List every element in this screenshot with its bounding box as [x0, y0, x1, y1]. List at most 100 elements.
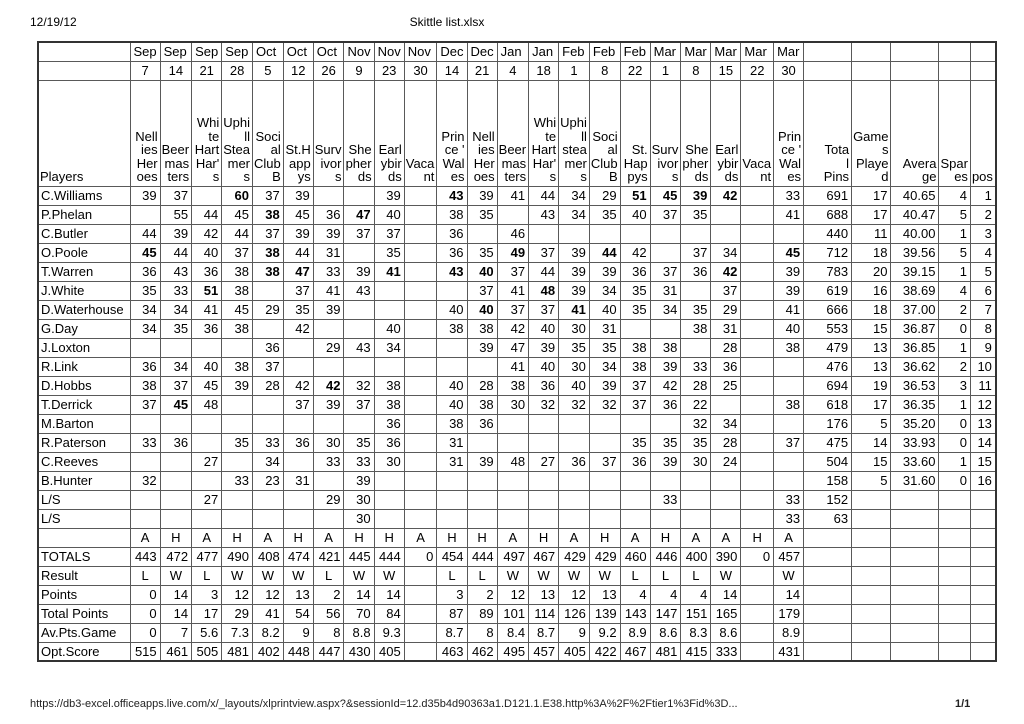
score-cell: 48: [191, 394, 223, 415]
score-cell: 37: [129, 394, 161, 415]
summary-cell: 408: [252, 546, 284, 567]
month-cell: [803, 41, 853, 62]
score-cell: [191, 470, 223, 491]
score-cell: [619, 470, 651, 491]
score-cell: [159, 508, 193, 529]
summary-cell: 8.9: [619, 622, 651, 643]
summary-cell: 9: [282, 622, 314, 643]
score-cell: 44: [159, 242, 193, 263]
score-cell: [436, 489, 468, 510]
score-cell: [343, 318, 375, 339]
score-cell: [282, 337, 314, 358]
score-cell: [680, 337, 712, 358]
score-cell: 33: [312, 261, 345, 282]
summary-cell: W: [282, 565, 314, 586]
day-cell: 8: [588, 60, 621, 81]
score-cell: [773, 356, 805, 377]
score-cell: 3: [938, 375, 971, 396]
score-cell: [191, 432, 223, 453]
score-cell: [403, 394, 438, 415]
score-cell: 35.20: [890, 413, 940, 434]
venue-cell: Avera ge: [890, 79, 940, 187]
score-cell: 38: [436, 318, 468, 339]
summary-cell: 454: [436, 546, 468, 567]
score-cell: [710, 394, 742, 415]
score-cell: 39.15: [890, 261, 940, 282]
summary-cell: [938, 546, 971, 567]
summary-cell: [740, 603, 775, 624]
score-cell: 33: [129, 432, 161, 453]
score-cell: [619, 413, 651, 434]
score-cell: 30: [680, 451, 712, 472]
score-cell: [710, 223, 742, 244]
score-cell: 44: [588, 242, 621, 263]
score-cell: 14: [851, 432, 892, 453]
players-header: Players: [37, 79, 131, 187]
score-cell: 35: [466, 242, 498, 263]
score-cell: 33.60: [890, 451, 940, 472]
summary-cell: W: [252, 565, 284, 586]
score-cell: [773, 470, 805, 491]
score-cell: 37: [496, 299, 530, 320]
score-cell: 32: [129, 470, 161, 491]
score-cell: 42: [312, 375, 345, 396]
day-cell: 18: [528, 60, 560, 81]
score-cell: [129, 204, 161, 225]
score-cell: [588, 489, 621, 510]
summary-cell: [938, 527, 971, 548]
score-cell: 55: [159, 204, 193, 225]
score-cell: 39: [558, 242, 590, 263]
score-cell: 27: [191, 489, 223, 510]
score-cell: 37: [588, 451, 621, 472]
score-cell: 39: [282, 223, 314, 244]
score-cell: 30: [558, 318, 590, 339]
player-row: G.Day 34 35 36 38 42 40 38 38 42 40 30 31 38 31 40 553 15…: [37, 318, 997, 339]
summary-cell: 402: [252, 641, 284, 662]
score-cell: [403, 242, 438, 263]
score-cell: 39: [680, 185, 712, 206]
score-cell: 0: [938, 470, 971, 491]
score-cell: 41: [312, 280, 345, 301]
venue-cell: Soci al Club B: [588, 79, 621, 187]
score-cell: 36: [373, 432, 405, 453]
summary-cell: [851, 603, 892, 624]
summary-cell: W: [710, 565, 742, 586]
summary-cell: W: [528, 565, 560, 586]
player-row: P.Phelan 55 44 45 38 45 36 47 40 38 35 43 34 35 40 37 35…: [37, 204, 997, 225]
month-cell: Jan: [528, 41, 560, 62]
score-cell: 28: [710, 432, 742, 453]
score-cell: 28: [466, 375, 498, 396]
score-cell: [619, 508, 651, 529]
score-cell: [740, 356, 775, 377]
summary-cell: 446: [649, 546, 682, 567]
summary-cell: A: [129, 527, 161, 548]
day-cell: 7: [129, 60, 161, 81]
summary-cell: H: [740, 527, 775, 548]
venue-cell: Whi te Hart Har' s: [191, 79, 223, 187]
summary-cell: 505: [191, 641, 223, 662]
score-cell: 29: [588, 185, 621, 206]
score-cell: 43: [528, 204, 560, 225]
summary-cell: 139: [588, 603, 621, 624]
venue-cell: Nell ies Her oes: [129, 79, 161, 187]
score-cell: 36.62: [890, 356, 940, 377]
score-cell: 2: [938, 299, 971, 320]
score-cell: [558, 432, 590, 453]
score-cell: 37: [221, 242, 253, 263]
row-label: Result: [37, 565, 131, 586]
score-cell: [588, 508, 621, 529]
score-cell: [496, 432, 530, 453]
score-cell: [558, 413, 590, 434]
summary-cell: 405: [558, 641, 590, 662]
score-cell: [588, 413, 621, 434]
score-cell: [890, 508, 940, 529]
score-cell: 38: [436, 413, 468, 434]
score-cell: 37: [649, 261, 682, 282]
score-cell: 35: [680, 299, 712, 320]
summary-cell: 14: [159, 584, 193, 605]
score-cell: [969, 489, 997, 510]
summary-cell: 0: [129, 584, 161, 605]
score-cell: [528, 470, 560, 491]
summary-cell: [803, 584, 853, 605]
score-cell: [129, 489, 161, 510]
